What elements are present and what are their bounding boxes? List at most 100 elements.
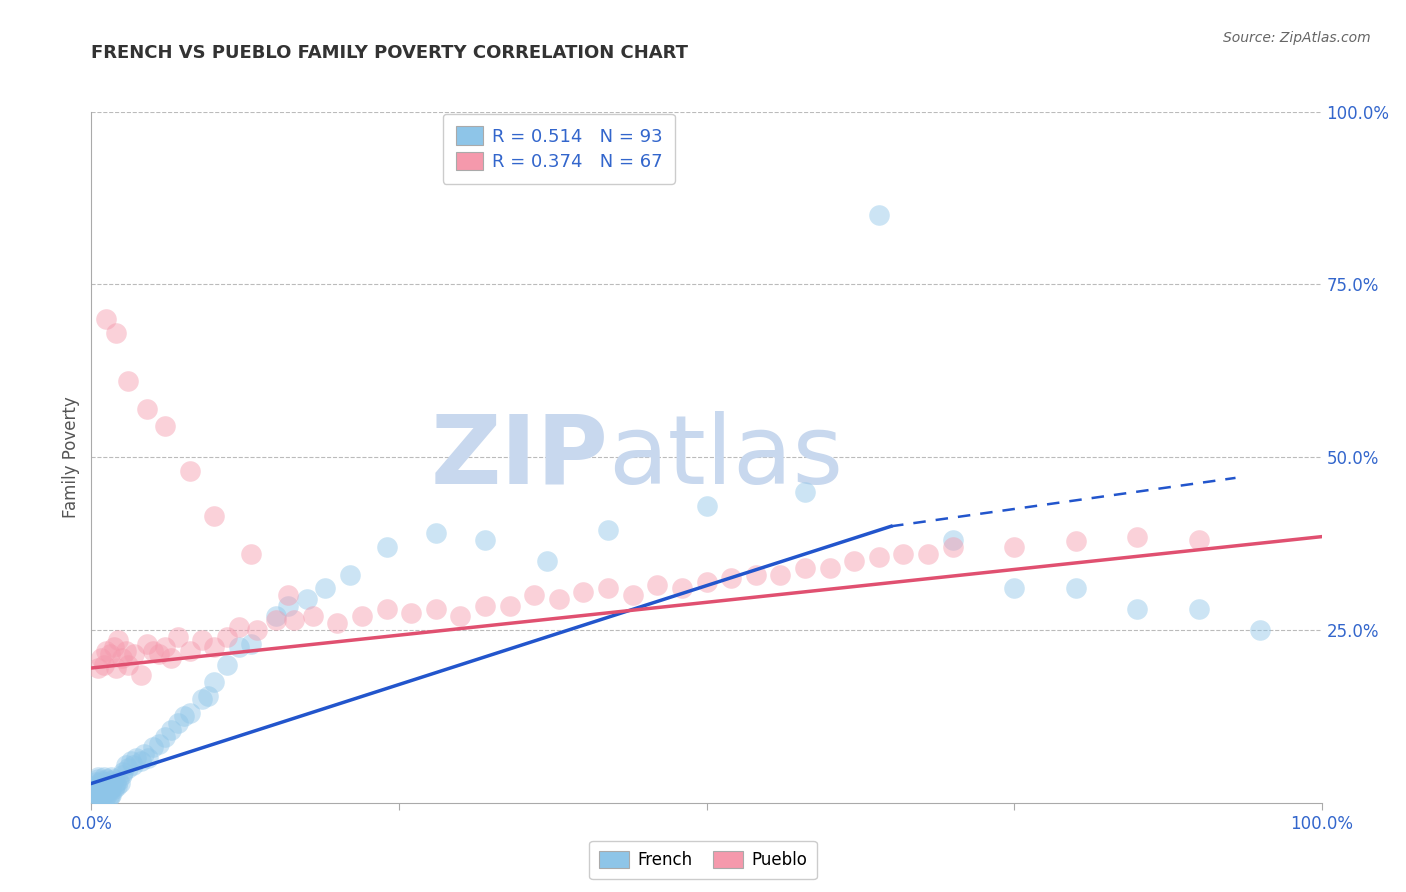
Point (277, 599, 299, 613)
Point (100, 780, 122, 795)
Point (523, 589, 546, 603)
Point (129, 668, 152, 682)
Point (240, 637, 263, 651)
Point (135, 637, 157, 651)
Point (114, 757, 138, 772)
Point (160, 723, 183, 738)
Point (117, 761, 139, 775)
Point (134, 747, 156, 762)
Point (148, 647, 170, 661)
Point (105, 779, 128, 793)
Point (91, 776, 114, 790)
Point (96, 776, 117, 790)
Point (87, 776, 110, 790)
Point (98, 647, 121, 661)
Point (96, 788, 118, 802)
Point (868, 550, 890, 565)
Point (103, 640, 125, 655)
Point (111, 650, 134, 665)
Point (93, 657, 115, 672)
Point (160, 650, 183, 665)
Point (153, 419, 177, 434)
Point (142, 644, 165, 658)
Point (153, 730, 177, 744)
Point (114, 644, 138, 658)
Point (83, 781, 105, 797)
Text: Source: ZipAtlas.com: Source: ZipAtlas.com (1223, 31, 1371, 45)
Point (111, 768, 134, 782)
Point (84, 779, 107, 793)
Point (228, 619, 250, 633)
Point (84, 785, 107, 799)
Point (91, 783, 114, 797)
Point (202, 508, 225, 523)
Point (399, 606, 422, 620)
Point (117, 657, 139, 672)
Point (89, 779, 111, 793)
Point (86, 783, 108, 797)
Point (105, 661, 127, 675)
Point (326, 615, 349, 630)
Point (148, 737, 170, 751)
Point (295, 591, 318, 606)
Point (179, 464, 201, 478)
Point (941, 540, 963, 554)
Point (97, 789, 120, 803)
Point (1126, 530, 1149, 544)
Point (1002, 540, 1025, 554)
Point (129, 755, 152, 769)
Point (100, 788, 122, 802)
Point (769, 567, 792, 582)
Point (86, 790, 108, 805)
Point (104, 779, 127, 793)
Point (793, 561, 815, 575)
Point (596, 523, 619, 537)
Point (135, 401, 157, 416)
Point (89, 789, 111, 803)
Point (86, 775, 108, 789)
Point (695, 574, 717, 589)
Point (1249, 623, 1271, 637)
Point (917, 547, 939, 561)
Point (136, 751, 159, 765)
Point (202, 674, 225, 689)
Point (339, 567, 361, 582)
Point (645, 578, 669, 592)
Point (87, 788, 110, 802)
Text: ZIP: ZIP (430, 410, 607, 504)
Point (1064, 534, 1087, 549)
Point (621, 589, 644, 603)
Point (179, 706, 201, 720)
Point (105, 775, 127, 789)
Point (720, 571, 742, 585)
Point (122, 757, 145, 772)
Point (228, 640, 250, 655)
Point (1187, 533, 1209, 548)
Point (173, 709, 195, 723)
Point (240, 547, 263, 561)
Point (277, 589, 299, 603)
Point (264, 609, 287, 624)
Point (498, 599, 520, 613)
Point (96, 312, 117, 326)
Point (124, 751, 146, 765)
Text: FRENCH VS PUEBLO FAMILY POVERTY CORRELATION CHART: FRENCH VS PUEBLO FAMILY POVERTY CORRELAT… (91, 45, 689, 62)
Legend: R = 0.514   N = 93, R = 0.374   N = 67: R = 0.514 N = 93, R = 0.374 N = 67 (443, 113, 675, 184)
Point (1002, 582, 1025, 596)
Point (101, 776, 124, 790)
Point (166, 630, 188, 644)
Point (108, 776, 131, 790)
Point (103, 781, 125, 797)
Point (107, 633, 129, 648)
Point (425, 526, 447, 541)
Point (352, 609, 374, 624)
Point (86, 772, 108, 786)
Point (941, 533, 963, 548)
Point (425, 602, 447, 616)
Point (547, 591, 569, 606)
Point (105, 326, 127, 340)
Point (572, 585, 595, 599)
Point (474, 599, 496, 613)
Point (91, 789, 114, 803)
Point (153, 640, 177, 655)
